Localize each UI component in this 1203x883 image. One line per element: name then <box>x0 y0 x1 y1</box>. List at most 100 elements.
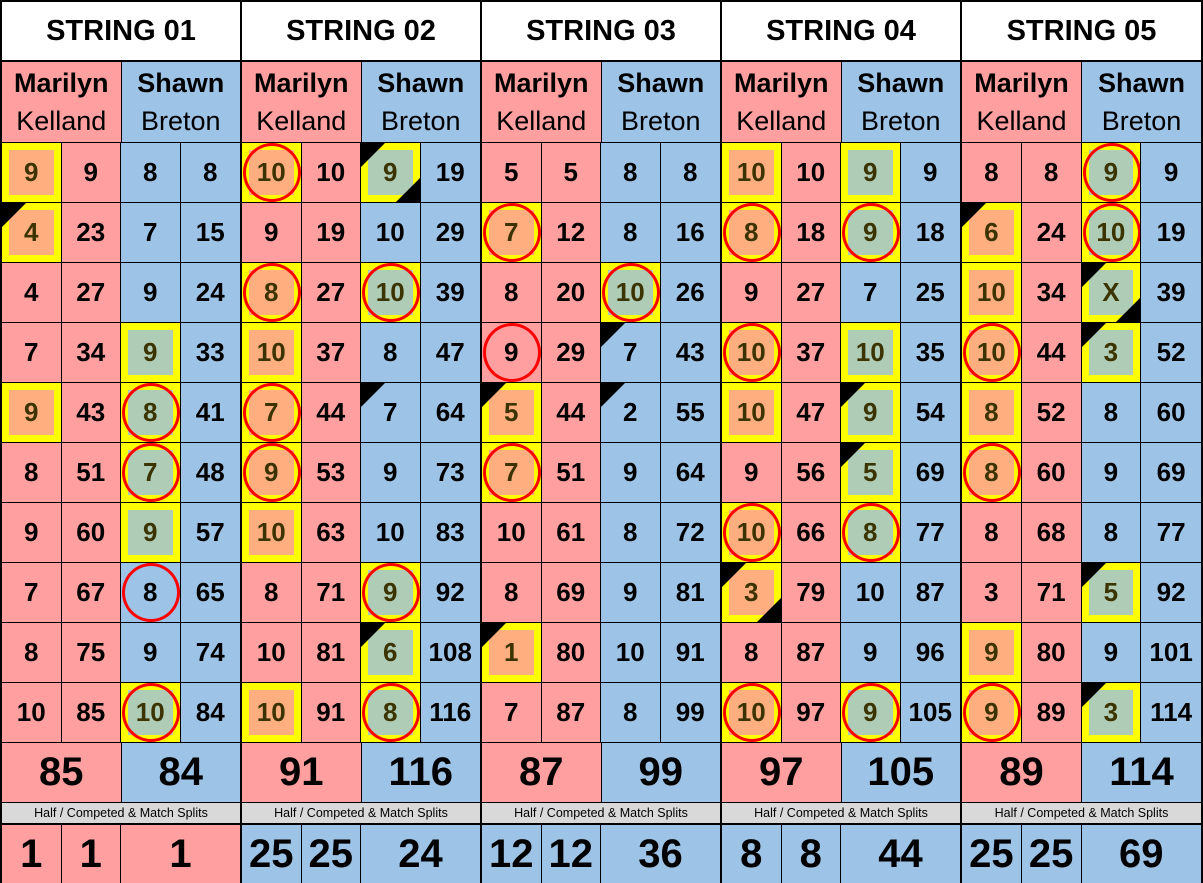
total-marilyn: 97 <box>722 743 842 802</box>
split-label: Half / Competed & Match Splits <box>962 803 1201 825</box>
corner-triangle-top-left-icon <box>962 203 986 227</box>
cumulative-score-shawn: 73 <box>420 443 480 502</box>
cumulative-value: 55 <box>675 397 705 427</box>
cumulative-score-marilyn: 37 <box>781 323 841 382</box>
frame-score-marilyn: 10 <box>722 683 782 742</box>
cumulative-score-shawn: 48 <box>180 443 240 502</box>
highlight-box <box>969 630 1014 675</box>
frame-score-marilyn: 8 <box>722 203 782 262</box>
frame-row: 10 47 9 54 <box>722 383 960 443</box>
cumulative-score-shawn: 25 <box>900 263 960 322</box>
cumulative-score-shawn: 39 <box>1141 263 1201 322</box>
frame-score-value: 8 <box>1103 397 1119 427</box>
cumulative-score-marilyn: 80 <box>1021 623 1082 682</box>
cumulative-value: 81 <box>316 637 346 667</box>
cumulative-value: 51 <box>76 457 106 487</box>
corner-triangle-top-left-icon <box>2 203 26 227</box>
frame-row: 9 89 3 114 <box>962 683 1201 743</box>
last-name: Kelland <box>976 106 1067 136</box>
cumulative-value: 87 <box>556 697 586 727</box>
frame-score-value: 9 <box>1103 637 1119 667</box>
frame-score-marilyn: 4 <box>2 203 62 262</box>
corner-triangle-top-left-icon <box>482 383 506 407</box>
frame-score-value: 4 <box>24 217 39 247</box>
frame-score-value: 9 <box>24 157 39 187</box>
frame-row: 7 87 8 99 <box>482 683 720 743</box>
cumulative-score-marilyn: 44 <box>301 383 361 442</box>
cumulative-score-shawn: 99 <box>660 683 720 742</box>
corner-triangle-top-left-icon <box>1081 563 1106 587</box>
cumulative-value: 35 <box>915 337 945 367</box>
cumulative-value: 66 <box>796 517 826 547</box>
frame-row: 10 63 10 83 <box>242 503 480 563</box>
frame-score-marilyn: 8 <box>962 143 1022 202</box>
cumulative-value: 57 <box>195 517 225 547</box>
corner-triangle-bottom-right-icon <box>395 178 420 202</box>
frame-score-value: 8 <box>623 217 638 247</box>
cumulative-value: 39 <box>1156 277 1186 307</box>
cumulative-value: 69 <box>556 577 586 607</box>
corner-triangle-top-left-icon <box>722 563 746 587</box>
cumulative-value: 53 <box>316 457 346 487</box>
frame-score-shawn: 8 <box>361 683 421 742</box>
cumulative-value: 8 <box>1043 157 1059 187</box>
last-name: Breton <box>140 106 221 136</box>
frame-score-value: 9 <box>744 457 759 487</box>
cumulative-score-shawn: 92 <box>420 563 480 622</box>
cumulative-value: 97 <box>796 697 826 727</box>
cumulative-value: 74 <box>195 637 225 667</box>
highlight-box <box>848 330 893 375</box>
cumulative-value: 27 <box>796 277 826 307</box>
splits-row: 25 25 24 <box>242 825 480 883</box>
total-shawn: 116 <box>361 743 480 802</box>
cumulative-value: 65 <box>195 577 225 607</box>
frame-score-value: 8 <box>504 577 519 607</box>
frame-score-marilyn: 9 <box>242 443 302 502</box>
last-name: Kelland <box>256 106 347 136</box>
cumulative-value: 71 <box>316 577 346 607</box>
frame-score-value: 10 <box>375 217 405 247</box>
frame-score-value: 8 <box>1103 517 1119 547</box>
frame-score-value: 10 <box>256 697 286 727</box>
frame-score-marilyn: 8 <box>962 443 1022 502</box>
frame-row: 10 10 9 19 <box>242 143 480 203</box>
cumulative-score-shawn: 54 <box>900 383 960 442</box>
frame-score-shawn: 7 <box>121 203 181 262</box>
cumulative-value: 39 <box>435 277 465 307</box>
highlight-box <box>729 390 774 435</box>
frame-score-marilyn: 9 <box>722 443 782 502</box>
frame-score-marilyn: 9 <box>2 143 62 202</box>
frame-score-value: 8 <box>24 637 39 667</box>
frame-score-value: 6 <box>383 637 398 667</box>
frame-score-value: 9 <box>863 397 878 427</box>
corner-triangle-top-left-icon <box>361 143 385 167</box>
player-name-shawn: Shawn Breton <box>1082 62 1201 142</box>
frame-row: 8 60 9 69 <box>962 443 1201 503</box>
cumulative-value: 41 <box>195 397 225 427</box>
match-split: 24 <box>361 825 480 883</box>
cumulative-score-shawn: 114 <box>1141 683 1201 742</box>
frame-score-shawn: 9 <box>1081 443 1142 502</box>
cumulative-value: 37 <box>316 337 346 367</box>
cumulative-score-shawn: 83 <box>420 503 480 562</box>
frame-score-value: 9 <box>143 637 158 667</box>
cumulative-value: 71 <box>1036 577 1066 607</box>
red-circle-icon <box>122 443 180 502</box>
cumulative-value: 9 <box>1163 157 1179 187</box>
cumulative-value: 29 <box>556 337 586 367</box>
frame-score-value: 9 <box>984 637 999 667</box>
cumulative-value: 8 <box>683 157 698 187</box>
frame-score-shawn: 8 <box>841 503 901 562</box>
cumulative-score-marilyn: 12 <box>541 203 601 262</box>
cumulative-value: 60 <box>76 517 106 547</box>
cumulative-score-shawn: 74 <box>180 623 240 682</box>
string-totals: 91 116 <box>242 743 480 803</box>
cumulative-value: 19 <box>435 157 465 187</box>
cumulative-value: 19 <box>316 217 346 247</box>
frame-score-value: 1 <box>504 637 519 667</box>
cumulative-value: 18 <box>915 217 945 247</box>
frame-row: 4 27 9 24 <box>2 263 240 323</box>
frame-score-shawn: 9 <box>841 203 901 262</box>
